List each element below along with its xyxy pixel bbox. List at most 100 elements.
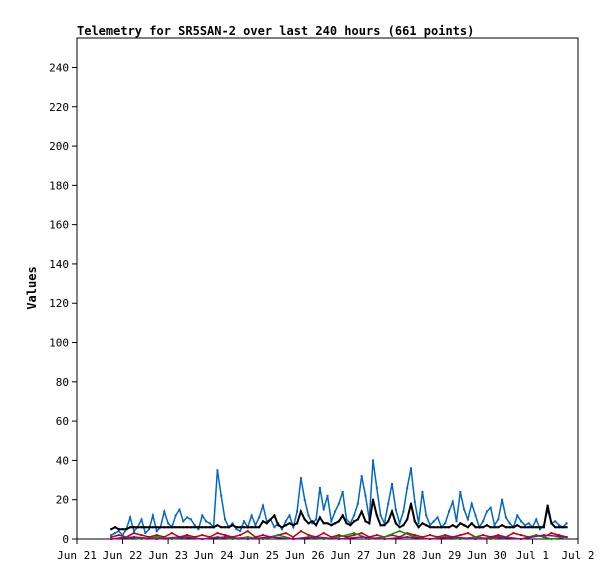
data-point bbox=[360, 510, 363, 513]
data-point bbox=[193, 526, 196, 529]
y-tick-label: 80 bbox=[56, 376, 69, 389]
data-point bbox=[224, 518, 227, 521]
data-point bbox=[311, 520, 314, 523]
data-point bbox=[391, 534, 394, 537]
data-point bbox=[330, 524, 333, 527]
data-point bbox=[186, 526, 189, 529]
data-point bbox=[447, 510, 450, 513]
data-point bbox=[220, 526, 223, 529]
data-point bbox=[197, 528, 200, 531]
data-point bbox=[155, 536, 158, 539]
data-point bbox=[451, 524, 454, 527]
x-tick-label: Jun 22 bbox=[103, 549, 143, 562]
y-tick-label: 200 bbox=[49, 140, 69, 153]
data-point bbox=[417, 522, 420, 525]
data-point bbox=[216, 469, 219, 472]
data-point bbox=[334, 510, 337, 513]
data-point bbox=[391, 482, 394, 485]
y-tick-label: 60 bbox=[56, 415, 69, 428]
data-point bbox=[489, 538, 492, 540]
data-point bbox=[132, 532, 135, 535]
data-point bbox=[478, 526, 481, 529]
data-point bbox=[231, 538, 234, 540]
data-point bbox=[231, 524, 234, 527]
data-point bbox=[474, 526, 477, 529]
data-point bbox=[315, 536, 318, 539]
data-point bbox=[463, 508, 466, 511]
x-tick-label: Jun 28 bbox=[376, 549, 416, 562]
data-point bbox=[299, 530, 302, 533]
data-point bbox=[315, 518, 318, 521]
data-point bbox=[428, 538, 431, 540]
data-point bbox=[421, 522, 424, 525]
data-point bbox=[193, 536, 196, 539]
data-point bbox=[455, 520, 458, 523]
data-point bbox=[307, 534, 310, 537]
series-layer bbox=[110, 459, 568, 540]
data-point bbox=[315, 524, 318, 527]
data-point bbox=[326, 522, 329, 525]
data-point bbox=[383, 524, 386, 527]
data-point bbox=[558, 534, 561, 537]
data-point bbox=[501, 498, 504, 501]
data-point bbox=[360, 475, 363, 478]
data-point bbox=[413, 534, 416, 537]
data-point bbox=[239, 530, 242, 533]
data-point bbox=[125, 528, 128, 531]
data-point bbox=[353, 532, 356, 535]
data-point bbox=[387, 520, 390, 523]
data-point bbox=[364, 494, 367, 497]
data-point bbox=[372, 498, 375, 501]
data-point bbox=[174, 514, 177, 517]
data-point bbox=[280, 528, 283, 531]
data-point bbox=[527, 526, 530, 529]
data-point bbox=[410, 502, 412, 505]
data-point bbox=[250, 514, 253, 517]
data-point bbox=[459, 538, 462, 540]
data-point bbox=[406, 518, 409, 521]
data-point bbox=[474, 536, 477, 539]
data-point bbox=[330, 520, 333, 523]
data-point bbox=[205, 526, 208, 529]
data-point bbox=[288, 514, 291, 517]
data-point bbox=[246, 526, 249, 529]
y-tick-label: 220 bbox=[49, 101, 69, 114]
data-point bbox=[167, 522, 170, 525]
data-point bbox=[303, 498, 306, 501]
data-point bbox=[501, 524, 504, 527]
data-point bbox=[167, 526, 170, 529]
data-point bbox=[425, 514, 428, 517]
data-point bbox=[466, 526, 469, 529]
data-point bbox=[110, 536, 113, 539]
data-point bbox=[235, 528, 238, 531]
data-point bbox=[337, 536, 340, 539]
data-point bbox=[216, 532, 219, 535]
data-point bbox=[269, 518, 272, 521]
data-point bbox=[220, 494, 223, 497]
data-point bbox=[387, 502, 390, 505]
data-point bbox=[201, 538, 204, 540]
data-point bbox=[155, 530, 158, 533]
data-point bbox=[372, 459, 375, 462]
data-point bbox=[508, 526, 511, 529]
data-point bbox=[322, 538, 325, 540]
data-point bbox=[254, 524, 257, 527]
data-point bbox=[520, 534, 523, 537]
data-point bbox=[485, 524, 488, 527]
data-point bbox=[140, 534, 143, 537]
data-point bbox=[550, 522, 553, 525]
data-point bbox=[205, 520, 208, 523]
data-point bbox=[148, 528, 151, 531]
data-point bbox=[140, 538, 143, 540]
data-point bbox=[345, 536, 348, 539]
data-point bbox=[239, 526, 242, 529]
data-point bbox=[402, 524, 405, 527]
data-point bbox=[170, 526, 173, 529]
data-point bbox=[113, 526, 116, 529]
data-point bbox=[440, 526, 443, 529]
data-point bbox=[326, 494, 329, 497]
data-point bbox=[539, 528, 542, 531]
data-point bbox=[117, 528, 120, 531]
data-point bbox=[296, 510, 299, 513]
